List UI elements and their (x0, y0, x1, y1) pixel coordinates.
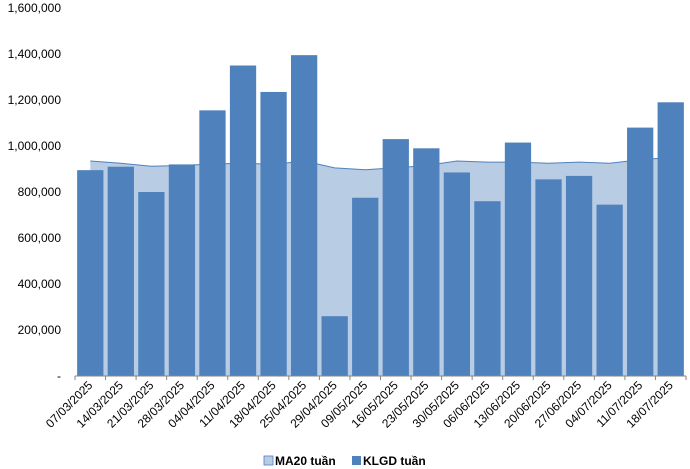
y-tick-label: - (57, 369, 61, 383)
y-tick-label: 600,000 (18, 231, 62, 245)
y-tick-label: 400,000 (18, 277, 62, 291)
bar-9 (352, 197, 379, 376)
bar-1 (107, 166, 134, 376)
legend-label-klgd: KLGD tuần (363, 454, 426, 468)
bar-10 (382, 139, 409, 376)
bar-2 (138, 192, 165, 376)
bar-17 (596, 204, 623, 376)
bar-19 (657, 102, 684, 377)
y-tick-label: 1,400,000 (8, 47, 62, 61)
bar-15 (535, 179, 562, 376)
y-tick-label: 1,600,000 (8, 1, 62, 15)
legend-label-ma20: MA20 tuần (275, 454, 336, 468)
legend: MA20 tuần KLGD tuần (263, 454, 426, 468)
y-tick-label: 1,200,000 (8, 93, 62, 107)
bar-6 (260, 91, 287, 376)
legend-swatch-klgd (352, 456, 361, 465)
bar-13 (474, 201, 501, 376)
x-tick-labels: 07/03/202514/03/202521/03/202528/03/2025… (43, 378, 676, 431)
plot-area (74, 55, 687, 380)
bar-16 (565, 175, 593, 376)
bar-5 (229, 65, 257, 376)
bar-4 (199, 110, 226, 376)
bar-11 (413, 148, 440, 376)
bar-series (77, 55, 684, 377)
bar-12 (443, 172, 471, 376)
x-tick-marks (74, 376, 687, 380)
bar-0 (77, 170, 104, 376)
y-tick-labels: - 200,000 400,000 600,000 800,000 1,000,000 1,… (8, 1, 62, 383)
legend-swatch-ma20 (263, 455, 274, 466)
y-tick-label: 1,000,000 (8, 139, 62, 153)
bar-7 (290, 55, 318, 377)
y-tick-label: 800,000 (18, 185, 62, 199)
bar-18 (627, 127, 654, 376)
bar-14 (504, 142, 532, 376)
bar-3 (168, 164, 196, 376)
y-tick-label: 200,000 (18, 323, 62, 337)
bar-8 (321, 316, 348, 376)
